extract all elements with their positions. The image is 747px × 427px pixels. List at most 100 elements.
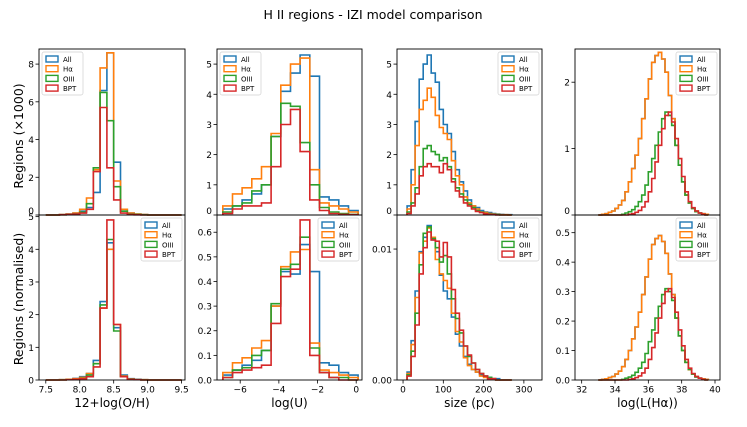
x-axis-label: size (pc) [444, 396, 495, 410]
legend-label-all: All [519, 222, 528, 230]
legend-label-bpt: BPT [339, 251, 353, 259]
y-tick-label: 1 [564, 145, 570, 155]
legend-label-oiii: OIII [241, 75, 253, 83]
x-tick-label: 0 [353, 386, 359, 396]
legend-label-bpt: BPT [519, 85, 533, 93]
legend-swatch-bpt [144, 250, 158, 258]
legend-swatch-ha [501, 230, 515, 239]
legend-label-ha: Hα [241, 66, 251, 74]
legend-swatch-all [144, 221, 158, 229]
y-tick-label: 2 [28, 174, 34, 184]
legend-box [497, 51, 540, 96]
panel-r2-c1: 0 1 2 3 4 5 7.5 8.0 8.5 9.0 9.5 12+log(O/H) All HαOII… [28, 213, 189, 410]
y-tick-label: 0.4 [556, 259, 571, 269]
legend-label-all: All [241, 56, 250, 64]
legend-swatch-ha [144, 230, 158, 239]
legend-label-bpt: BPT [697, 85, 711, 93]
legend-box [140, 217, 183, 262]
y-tick-label: 3 [28, 278, 34, 288]
axes-frame [396, 214, 543, 381]
legend-swatch-ha [223, 64, 237, 73]
legend-label-all: All [519, 56, 528, 64]
legend-swatch-oiii [223, 74, 237, 83]
y-tick-label: 0 [28, 207, 34, 217]
legend-box [675, 51, 718, 96]
row-label-bottom: Regions (normalised) [11, 233, 26, 365]
legend-swatch-bpt [45, 84, 59, 92]
legend-label-oiii: OIII [519, 75, 531, 83]
x-tick-label: 34 [609, 386, 621, 396]
panels: 02468AllHαOIIIBPT012345AllHαOIIIBPT01234… [28, 48, 721, 410]
legend-swatch-bpt [501, 84, 515, 92]
y-tick-label: 8 [28, 61, 34, 71]
y-tick-label: 0.1 [556, 347, 570, 357]
y-tick-label: 0.0 [556, 377, 571, 387]
x-axis-label: log(L(Hα)) [617, 396, 678, 410]
legend-swatch-all [321, 221, 335, 229]
figure-title: H II regions - IZI model comparison [263, 7, 482, 22]
legend-swatch-all [501, 55, 515, 63]
legend-label-oiii: OIII [519, 241, 531, 249]
legend-label-all: All [162, 222, 171, 230]
y-tick-label: 1 [206, 181, 212, 191]
histogram-ha-series [222, 248, 359, 380]
y-tick-label: 0 [386, 207, 392, 217]
axes-frame [216, 214, 363, 381]
y-tick-label: 5 [206, 61, 212, 71]
legend-swatch-bpt [679, 84, 693, 92]
legend-label-bpt: BPT [241, 85, 255, 93]
x-tick-label: 7.5 [39, 386, 53, 396]
x-tick-label: 40 [709, 386, 721, 396]
legend-label-oiii: OIII [697, 75, 709, 83]
x-tick-label: 36 [643, 386, 655, 396]
legend-label-ha: Hα [519, 232, 529, 240]
y-tick-label: 4 [386, 91, 392, 101]
y-tick-label: 2 [206, 151, 212, 161]
y-tick-label: 4 [28, 136, 34, 146]
histogram-oiii-series [222, 102, 359, 216]
legend-swatch-bpt [223, 84, 237, 92]
legend-swatch-oiii [679, 240, 693, 249]
legend-label-bpt: BPT [63, 85, 77, 93]
y-tick-label: 4 [28, 246, 34, 256]
histogram-ha-series [222, 57, 359, 215]
legend-swatch-oiii [501, 74, 515, 83]
y-tick-label: 1 [386, 181, 392, 191]
y-tick-label: 1 [28, 344, 34, 354]
y-tick-label: 0.2 [198, 327, 212, 337]
legend-swatch-ha [321, 230, 335, 239]
legend-label-bpt: BPT [162, 251, 176, 259]
y-tick-label: 0.3 [198, 303, 212, 313]
x-tick-label: −6 [234, 386, 248, 396]
legend-label-oiii: OIII [162, 241, 174, 249]
y-tick-label: 0.4 [198, 278, 213, 288]
y-tick-label: 0.3 [556, 288, 570, 298]
legend-label-ha: Hα [162, 232, 172, 240]
y-tick-label: 0.00 [372, 377, 392, 387]
y-tick-label: 0.2 [556, 318, 570, 328]
y-tick-label: 3 [206, 121, 212, 131]
legend-swatch-all [45, 55, 59, 63]
legend-label-bpt: BPT [519, 251, 533, 259]
legend-label-ha: Hα [697, 232, 707, 240]
legend-swatch-all [679, 221, 693, 229]
x-tick-label: 9.5 [174, 386, 188, 396]
x-tick-label: −2 [311, 386, 324, 396]
legend-label-ha: Hα [63, 66, 73, 74]
legend-label-all: All [63, 56, 72, 64]
histogram-bpt-series [222, 108, 359, 216]
x-tick-label: 32 [576, 386, 587, 396]
x-tick-label: 200 [475, 386, 492, 396]
legend-swatch-oiii [501, 240, 515, 249]
legend-swatch-ha [501, 64, 515, 73]
y-tick-label: 0 [564, 207, 570, 217]
legend-swatch-bpt [679, 250, 693, 258]
y-tick-label: 0.5 [556, 229, 570, 239]
legend-swatch-bpt [501, 250, 515, 258]
legend-swatch-all [679, 55, 693, 63]
